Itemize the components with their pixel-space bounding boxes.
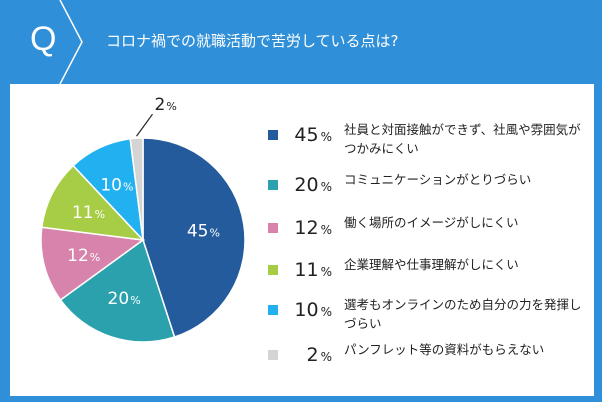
slice-value-label-1: 20% (108, 289, 141, 309)
chevron-divider-icon (59, 0, 83, 84)
legend-value-5: 2% (306, 344, 333, 366)
legend-label-1: コミュニケーションがとりづらい (344, 172, 532, 187)
chart-panel: 45% 20% 12% 11% 10% 2% 45% 社員と対面接触ができず、社風や雰囲気が… (10, 84, 594, 396)
pie-slice-5 (129, 137, 144, 241)
slice-value-label-5: 2% (155, 95, 177, 115)
question-header: Q コロナ禍での就職活動で苦労している点は? (0, 0, 602, 84)
legend-value-4: 10% (294, 299, 332, 321)
legend-label-2: 働く場所のイメージがしにくい (344, 215, 519, 230)
callout-line-5 (136, 113, 153, 137)
legend-label-5: パンフレット等の資料がもらえない (344, 342, 545, 357)
slice-value-label-2: 12% (67, 246, 100, 266)
slice-value-label-0: 45% (187, 221, 220, 241)
legend-value-2: 12% (294, 217, 332, 239)
legend-swatch-3 (268, 265, 278, 275)
slice-value-label-4: 10% (100, 176, 133, 196)
pie-slice-3 (40, 164, 145, 242)
legend-swatch-4 (268, 305, 278, 315)
legend-label-0: 社員と対面接触ができず、社風や雰囲気がつかみにくい (344, 122, 581, 156)
legend-label-3: 企業理解や仕事理解がしにくい (344, 257, 519, 272)
question-badge: Q (30, 20, 57, 58)
legend-value-1: 20% (294, 174, 332, 196)
legend-value-0: 45% (294, 124, 332, 146)
pie-chart: 45% 20% 12% 11% 10% 2% (40, 95, 246, 343)
slice-value-label-3: 11% (72, 203, 105, 223)
legend-swatch-2 (268, 223, 278, 233)
legend-swatch-5 (268, 350, 278, 360)
legend-label-4: 選考もオンラインのため自分の力を発揮しづらい (344, 297, 582, 331)
legend-value-3: 11% (294, 259, 332, 281)
pie-slice-2 (40, 226, 145, 301)
pie-slice-0 (142, 137, 246, 338)
legend-swatch-0 (268, 130, 278, 140)
legend-swatch-1 (268, 180, 278, 190)
pie-slice-1 (59, 238, 176, 343)
question-text: コロナ禍での就職活動で苦労している点は? (106, 32, 399, 50)
